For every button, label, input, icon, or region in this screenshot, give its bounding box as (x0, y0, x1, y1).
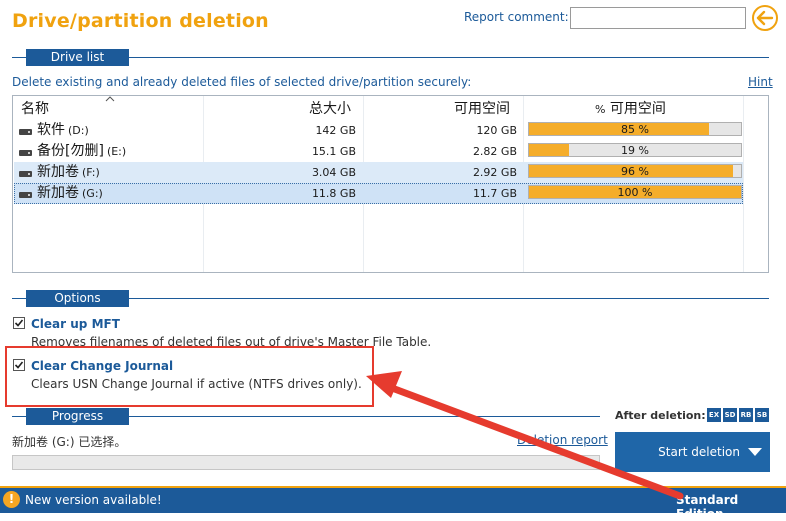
clear-change-journal-description: Clears USN Change Journal if active (NTF… (31, 377, 362, 391)
start-deletion-button[interactable]: Start deletion (615, 432, 770, 472)
after-deletion-exit-button[interactable]: EX (707, 408, 721, 422)
report-comment-input[interactable] (570, 7, 746, 29)
free-space-bar: 96 % (528, 164, 742, 178)
drive-free-cell: 2.92 GB (472, 166, 517, 179)
page-title: Drive/partition deletion (12, 10, 269, 32)
clear-change-journal-checkbox[interactable] (13, 359, 25, 371)
edition-label: Standard Edition (676, 493, 739, 521)
column-header-total[interactable]: 总大小 (309, 101, 351, 117)
progress-bar (12, 455, 600, 470)
table-row[interactable]: 软件 (D:) 142 GB 120 GB 85 % (14, 120, 743, 141)
drive-icon (19, 129, 32, 135)
options-section-label: Options (26, 290, 129, 307)
drive-free-cell: 120 GB (476, 124, 517, 137)
checkmark-icon (14, 319, 24, 327)
drive-free-cell: 11.7 GB (472, 187, 517, 200)
column-header-free-pct[interactable]: % 可用空间 (595, 101, 666, 117)
progress-divider (12, 416, 600, 417)
after-deletion-reboot-button[interactable]: RB (739, 408, 753, 422)
sort-ascending-icon (105, 96, 115, 102)
drive-icon (19, 150, 32, 156)
status-bar-accent (0, 486, 786, 488)
table-row[interactable]: 备份[勿删] (E:) 15.1 GB 2.82 GB 19 % (14, 141, 743, 162)
column-header-free[interactable]: 可用空间 (454, 101, 510, 117)
drive-table[interactable]: 名称 总大小 可用空间 % 可用空间 软件 (D:) 142 GB 120 GB … (12, 95, 769, 273)
drive-name-cell: 软件 (D:) (19, 120, 89, 141)
checkmark-icon (14, 361, 24, 369)
back-button[interactable] (752, 5, 778, 31)
after-deletion-standby-button[interactable]: SB (755, 408, 769, 422)
drive-list-description: Delete existing and already deleted file… (12, 75, 472, 89)
drive-total-cell: 3.04 GB (311, 166, 356, 179)
drive-list-divider (12, 57, 769, 58)
free-space-bar: 100 % (528, 185, 742, 199)
drive-name-cell: 新加卷 (G:) (19, 183, 103, 204)
clear-change-journal-label[interactable]: Clear Change Journal (31, 359, 174, 373)
clear-mft-description: Removes filenames of deleted files out o… (31, 335, 432, 349)
clear-mft-label[interactable]: Clear up MFT (31, 317, 120, 331)
table-row-selected[interactable]: 新加卷 (G:) 11.8 GB 11.7 GB 100 % (14, 183, 743, 204)
after-deletion-label: After deletion: (615, 409, 706, 422)
drive-total-cell: 11.8 GB (311, 187, 356, 200)
hint-link[interactable]: Hint (748, 75, 773, 89)
warning-icon: ! (3, 491, 20, 508)
drive-total-cell: 142 GB (315, 124, 356, 137)
progress-section-label: Progress (26, 408, 129, 425)
drive-name-cell: 新加卷 (F:) (19, 162, 100, 183)
drive-free-cell: 2.82 GB (472, 145, 517, 158)
dropdown-arrow-icon (748, 448, 762, 456)
clear-mft-checkbox[interactable] (13, 317, 25, 329)
drive-icon (19, 171, 32, 177)
start-deletion-label: Start deletion (658, 445, 740, 459)
drive-list-section-label: Drive list (26, 49, 129, 66)
annotation-highlight-box (5, 346, 374, 407)
report-comment-label: Report comment: (464, 10, 569, 24)
progress-status-text: 新加卷 (G:) 已选择。 (12, 435, 127, 449)
options-divider (12, 298, 769, 299)
after-deletion-shutdown-button[interactable]: SD (723, 408, 737, 422)
deletion-report-link[interactable]: Deletion report (517, 433, 608, 447)
new-version-link[interactable]: New version available! (25, 493, 162, 507)
free-space-bar: 85 % (528, 122, 742, 136)
column-header-name[interactable]: 名称 (21, 101, 49, 117)
drive-name-cell: 备份[勿删] (E:) (19, 141, 126, 162)
drive-icon (19, 192, 32, 198)
drive-total-cell: 15.1 GB (311, 145, 356, 158)
table-row[interactable]: 新加卷 (F:) 3.04 GB 2.92 GB 96 % (14, 162, 743, 183)
table-header: 名称 总大小 可用空间 % 可用空间 (13, 96, 768, 118)
free-space-bar: 19 % (528, 143, 742, 157)
back-arrow-icon (756, 10, 774, 26)
